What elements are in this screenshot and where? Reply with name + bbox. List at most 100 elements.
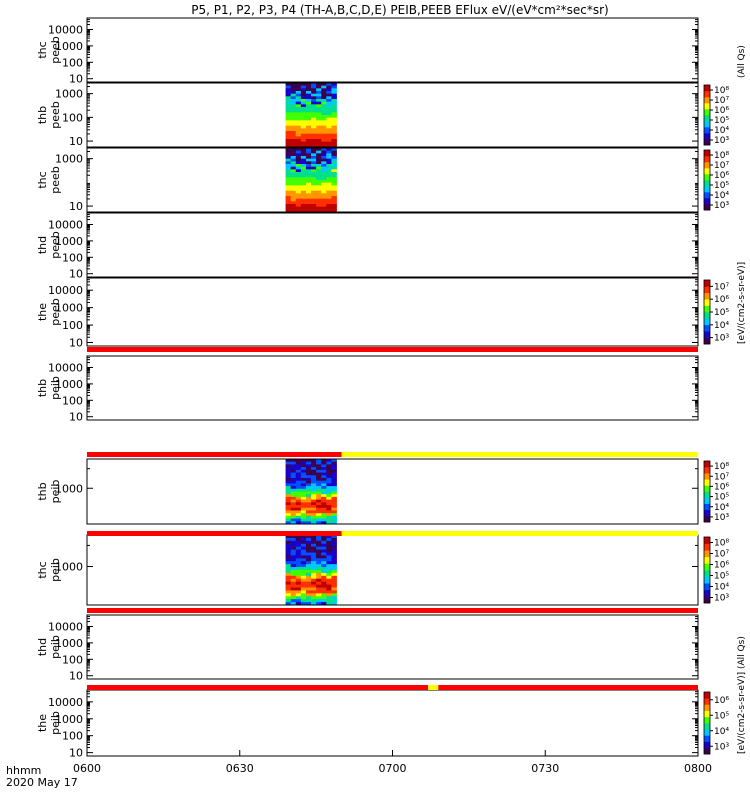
- ytick-5-1: 100: [62, 319, 83, 332]
- ytick-9-2: 1000: [55, 637, 83, 650]
- colorbar-tick-8-2: 10⁵: [714, 572, 729, 582]
- ytick-3-1: 1000: [55, 153, 83, 166]
- xtick-0630: 0630: [226, 762, 254, 775]
- colorbar-tick-2-1: 10⁴: [714, 126, 729, 136]
- data-block-7: [285, 459, 337, 525]
- colorbar-tick-3-4: 10⁷: [714, 161, 729, 171]
- colorbar-tick-7-5: 10⁸: [714, 462, 729, 472]
- xtick-0700: 0700: [379, 762, 407, 775]
- status-bar-2: [87, 452, 698, 457]
- colorbar-tick-10-0: 10³: [714, 742, 729, 752]
- ytick-9-0: 10: [69, 670, 83, 683]
- status-segment-5-1: [428, 685, 439, 690]
- status-bar-4: [87, 608, 698, 613]
- status-bar-3: [87, 531, 698, 536]
- colorbar-tick-7-3: 10⁶: [714, 482, 729, 492]
- ytick-8-0: 1000: [55, 561, 83, 574]
- ytick-3-0: 10: [69, 200, 83, 213]
- ylabel-10: thepeib: [36, 711, 62, 735]
- colorbar-tick-5-2: 10⁵: [714, 308, 729, 318]
- panel-frame-10: [86, 689, 699, 757]
- colorbar-tick-5-3: 10⁶: [714, 295, 729, 305]
- ylabel-2: thbpeeb: [36, 101, 62, 129]
- colorbar-tick-8-4: 10⁷: [714, 550, 729, 560]
- colorbar-tick-2-3: 10⁶: [714, 106, 729, 116]
- ylabel-1: thcpeeb: [36, 36, 62, 64]
- ylabel-9: thdpeib: [36, 635, 62, 659]
- colorbar-tick-3-3: 10⁶: [714, 171, 729, 181]
- ylabel-8: thcpeib: [36, 558, 62, 582]
- status-segment-3-1: [341, 531, 698, 536]
- colorbar-tick-8-3: 10⁶: [714, 561, 729, 571]
- status-segment-2-0: [87, 452, 342, 457]
- ytick-5-2: 1000: [55, 302, 83, 315]
- status-segment-2-1: [341, 452, 698, 457]
- ytick-4-2: 1000: [55, 235, 83, 248]
- ytick-5-0: 10: [69, 337, 83, 350]
- colorbar-tick-3-5: 10⁸: [714, 151, 729, 161]
- colorbar-tick-5-1: 10⁴: [714, 321, 729, 331]
- ytick-10-1: 100: [62, 730, 83, 743]
- colorbar-tick-3-0: 10³: [714, 201, 729, 211]
- ytick-9-1: 100: [62, 653, 83, 666]
- ytick-4-1: 100: [62, 251, 83, 264]
- colorbar-tick-8-5: 10⁸: [714, 539, 729, 549]
- chart-title: P5, P1, P2, P3, P4 (TH-A,B,C,D,E) PEIB,P…: [191, 3, 608, 17]
- xtick-0730: 0730: [531, 762, 559, 775]
- ytick-6-2: 1000: [55, 378, 83, 391]
- ytick-1-2: 1000: [55, 40, 83, 53]
- status-segment-5-0: [87, 685, 429, 690]
- ytick-10-0: 10: [69, 747, 83, 760]
- colorbar-tick-3-1: 10⁴: [714, 191, 729, 201]
- panel-6-thb-peib: 10 100 1000 10000 thbpeib: [36, 355, 699, 424]
- data-block-8: [285, 535, 337, 606]
- ylabel-5: thepeeb: [36, 298, 62, 326]
- colorbar-tick-7-4: 10⁷: [714, 472, 729, 482]
- status-segment-3-0: [87, 531, 342, 536]
- ytick-2-1: 100: [62, 111, 83, 124]
- ylabel-4: thdpeeb: [36, 231, 62, 259]
- ytick-1-1: 100: [62, 56, 83, 69]
- panel-frame-5: [86, 277, 699, 347]
- panel-frame-7: [86, 458, 699, 525]
- ytick-6-0: 10: [69, 411, 83, 424]
- ytick-2-2: 1000: [55, 88, 83, 101]
- colorbar-tick-2-4: 10⁷: [714, 96, 729, 106]
- colorbar-tick-2-5: 10⁸: [714, 86, 729, 96]
- ylabel-3: thcpeeb: [36, 166, 62, 194]
- panel-frame-8: [86, 534, 699, 606]
- xtick-0600: 0600: [73, 762, 101, 775]
- colorbar-5: 10³ 10⁴ 10⁵ 10⁶ 10⁷: [703, 279, 729, 345]
- plot-layers: 10100100010000thcpeeb101001000thbpeeb10³…: [36, 17, 747, 775]
- colorbar-tick-7-1: 10⁴: [714, 503, 729, 513]
- ytick-1-0: 10: [69, 73, 83, 86]
- ytick-4-0: 10: [69, 268, 83, 281]
- ytick-5-3: 10000: [48, 284, 83, 297]
- panel-frame-3: [86, 147, 699, 213]
- ytick-4-3: 10000: [48, 218, 83, 231]
- ytick-10-2: 1000: [55, 713, 83, 726]
- ytick-1-3: 10000: [48, 23, 83, 36]
- sidebar-label-5: [eV/(cm2-s-sr-eV)]: [737, 262, 747, 344]
- ytick-7-0: 1000: [55, 482, 83, 495]
- status-segment-5-2: [438, 685, 698, 690]
- colorbar-tick-10-1: 10⁴: [714, 727, 729, 737]
- date-axis-label: 2020 May 17: [6, 776, 78, 789]
- colorbar-10: 10³ 10⁴ 10⁵ 10⁶: [703, 691, 729, 755]
- colorbar-tick-8-1: 10⁴: [714, 583, 729, 593]
- ytick-6-3: 10000: [48, 361, 83, 374]
- colorbar-tick-5-4: 10⁷: [714, 282, 729, 292]
- status-bar-1: [87, 347, 698, 352]
- panel-frame-9: [86, 614, 699, 680]
- sidebar-label-10: [eV/(cm2-s-sr-eV)] (All Qs): [737, 636, 747, 754]
